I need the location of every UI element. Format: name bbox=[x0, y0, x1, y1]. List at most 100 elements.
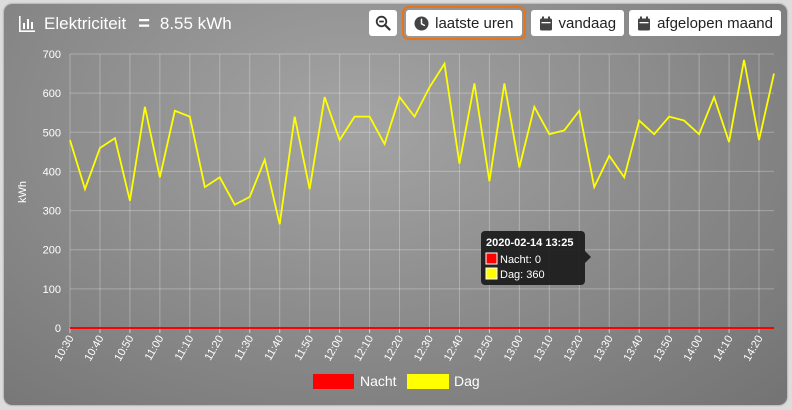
data-point-nacht[interactable] bbox=[456, 325, 462, 331]
data-point-dag[interactable] bbox=[292, 114, 298, 120]
data-point-dag[interactable] bbox=[441, 61, 447, 67]
points[interactable] bbox=[67, 57, 777, 331]
data-point-dag[interactable] bbox=[277, 221, 283, 227]
recent-hours-button[interactable]: laatste uren bbox=[402, 6, 526, 40]
data-point-dag[interactable] bbox=[591, 184, 597, 190]
data-point-nacht[interactable] bbox=[322, 325, 328, 331]
data-point-nacht[interactable] bbox=[112, 325, 118, 331]
data-point-dag[interactable] bbox=[307, 186, 313, 192]
data-point-nacht[interactable] bbox=[397, 325, 403, 331]
data-point-nacht[interactable] bbox=[726, 325, 732, 331]
data-point-dag[interactable] bbox=[606, 153, 612, 159]
data-point-nacht[interactable] bbox=[67, 325, 73, 331]
data-point-dag[interactable] bbox=[337, 137, 343, 143]
data-point-nacht[interactable] bbox=[142, 325, 148, 331]
legend-item-nacht[interactable]: Nacht bbox=[313, 373, 397, 389]
data-point-dag[interactable] bbox=[202, 184, 208, 190]
data-point-dag[interactable] bbox=[397, 94, 403, 100]
data-point-dag[interactable] bbox=[756, 137, 762, 143]
data-point-nacht[interactable] bbox=[187, 325, 193, 331]
data-point-nacht[interactable] bbox=[232, 325, 238, 331]
legend-item-dag[interactable]: Dag bbox=[407, 373, 480, 389]
data-point-nacht[interactable] bbox=[531, 325, 537, 331]
data-point-dag[interactable] bbox=[546, 131, 552, 137]
data-point-nacht[interactable] bbox=[471, 325, 477, 331]
data-point-dag[interactable] bbox=[621, 174, 627, 180]
data-point-nacht[interactable] bbox=[516, 325, 522, 331]
data-point-dag[interactable] bbox=[516, 165, 522, 171]
data-point-dag[interactable] bbox=[247, 194, 253, 200]
data-point-nacht[interactable] bbox=[561, 325, 567, 331]
data-point-dag[interactable] bbox=[262, 157, 268, 163]
data-point-nacht[interactable] bbox=[157, 325, 163, 331]
data-point-dag[interactable] bbox=[67, 137, 73, 143]
data-point-nacht[interactable] bbox=[97, 325, 103, 331]
last-month-button[interactable]: afgelopen maand bbox=[629, 10, 781, 36]
data-point-dag[interactable] bbox=[576, 108, 582, 114]
data-point-nacht[interactable] bbox=[367, 325, 373, 331]
data-point-dag[interactable] bbox=[412, 114, 418, 120]
data-point-dag[interactable] bbox=[531, 104, 537, 110]
data-point-dag[interactable] bbox=[352, 114, 358, 120]
data-point-nacht[interactable] bbox=[621, 325, 627, 331]
data-point-nacht[interactable] bbox=[382, 325, 388, 331]
data-point-nacht[interactable] bbox=[696, 325, 702, 331]
data-point-dag[interactable] bbox=[232, 202, 238, 208]
today-button[interactable]: vandaag bbox=[530, 10, 625, 36]
data-point-dag[interactable] bbox=[561, 127, 567, 133]
data-point-nacht[interactable] bbox=[606, 325, 612, 331]
data-point-dag[interactable] bbox=[486, 178, 492, 184]
data-point-nacht[interactable] bbox=[741, 325, 747, 331]
data-point-dag[interactable] bbox=[367, 114, 373, 120]
data-point-dag[interactable] bbox=[471, 80, 477, 86]
data-point-nacht[interactable] bbox=[82, 325, 88, 331]
data-point-nacht[interactable] bbox=[756, 325, 762, 331]
data-point-dag[interactable] bbox=[666, 114, 672, 120]
data-point-nacht[interactable] bbox=[636, 325, 642, 331]
data-point-nacht[interactable] bbox=[202, 325, 208, 331]
data-point-nacht[interactable] bbox=[651, 325, 657, 331]
data-point-dag[interactable] bbox=[97, 145, 103, 151]
data-point-nacht[interactable] bbox=[501, 325, 507, 331]
data-point-dag[interactable] bbox=[741, 57, 747, 63]
data-point-dag[interactable] bbox=[142, 104, 148, 110]
data-point-dag[interactable] bbox=[771, 71, 777, 77]
data-point-dag[interactable] bbox=[636, 118, 642, 124]
data-point-dag[interactable] bbox=[172, 108, 178, 114]
data-point-dag[interactable] bbox=[127, 198, 133, 204]
data-point-nacht[interactable] bbox=[262, 325, 268, 331]
data-point-nacht[interactable] bbox=[681, 325, 687, 331]
data-point-dag[interactable] bbox=[651, 131, 657, 137]
data-point-nacht[interactable] bbox=[576, 325, 582, 331]
data-point-dag[interactable] bbox=[157, 174, 163, 180]
data-point-dag[interactable] bbox=[112, 135, 118, 141]
data-point-dag[interactable] bbox=[726, 139, 732, 145]
data-point-dag[interactable] bbox=[711, 94, 717, 100]
data-point-dag[interactable] bbox=[322, 94, 328, 100]
data-point-dag[interactable] bbox=[382, 141, 388, 147]
data-point-dag[interactable] bbox=[187, 114, 193, 120]
data-point-nacht[interactable] bbox=[127, 325, 133, 331]
data-point-nacht[interactable] bbox=[546, 325, 552, 331]
data-point-nacht[interactable] bbox=[486, 325, 492, 331]
data-point-nacht[interactable] bbox=[711, 325, 717, 331]
data-point-nacht[interactable] bbox=[412, 325, 418, 331]
data-point-nacht[interactable] bbox=[277, 325, 283, 331]
data-point-nacht[interactable] bbox=[217, 325, 223, 331]
data-point-dag[interactable] bbox=[426, 84, 432, 90]
data-point-nacht[interactable] bbox=[666, 325, 672, 331]
data-point-dag[interactable] bbox=[681, 118, 687, 124]
zoom-out-button[interactable] bbox=[369, 10, 398, 36]
data-point-dag[interactable] bbox=[696, 131, 702, 137]
data-point-dag[interactable] bbox=[501, 80, 507, 86]
data-point-nacht[interactable] bbox=[172, 325, 178, 331]
data-point-nacht[interactable] bbox=[426, 325, 432, 331]
data-point-dag[interactable] bbox=[82, 186, 88, 192]
data-point-nacht[interactable] bbox=[247, 325, 253, 331]
data-point-nacht[interactable] bbox=[771, 325, 777, 331]
data-point-nacht[interactable] bbox=[307, 325, 313, 331]
data-point-nacht[interactable] bbox=[591, 325, 597, 331]
data-point-nacht[interactable] bbox=[441, 325, 447, 331]
data-point-dag[interactable] bbox=[217, 174, 223, 180]
data-point-dag[interactable] bbox=[456, 161, 462, 167]
